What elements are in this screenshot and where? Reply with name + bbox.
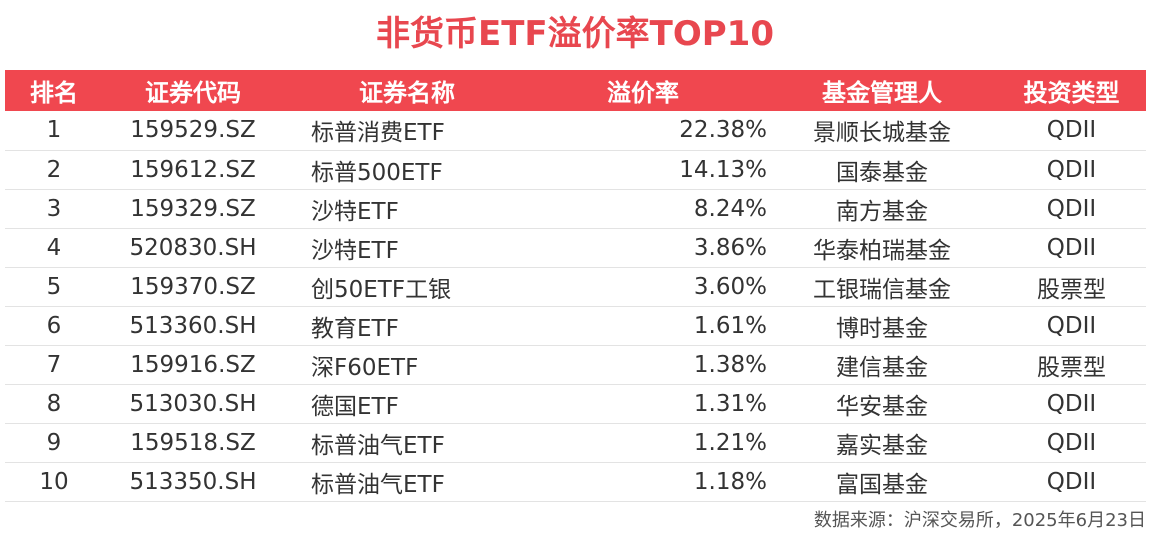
premium-table: 排名 证券代码 证券名称 溢价率 基金管理人 投资类型 1 159529.SZ 标普… <box>5 70 1146 502</box>
cell-type: QDII <box>1046 156 1097 183</box>
cell-manager: 工银瑞信基金 <box>813 276 951 303</box>
cell-manager: 国泰基金 <box>836 159 928 186</box>
cell-rank: 4 <box>46 234 62 261</box>
cell-rank: 1 <box>46 117 62 144</box>
cell-name: 标普油气ETF <box>311 432 445 459</box>
cell-premium: 3.60% <box>531 267 767 306</box>
cell-name: 标普油气ETF <box>311 471 445 498</box>
premium-value: 1.18% <box>693 468 767 495</box>
cell-rank: 3 <box>46 195 62 222</box>
cell-name: 沙特ETF <box>311 198 399 225</box>
table-row: 2 159612.SZ 标普500ETF 14.13% 国泰基金 QDII <box>5 150 1146 189</box>
cell-code: 159518.SZ <box>130 429 256 456</box>
table-row: 8 513030.SH 德国ETF 1.31% 华安基金 QDII <box>5 384 1146 423</box>
cell-premium: 8.24% <box>531 189 767 228</box>
column-header-manager: 基金管理人 <box>822 79 942 107</box>
cell-type: 股票型 <box>1037 276 1106 303</box>
premium-value: 1.38% <box>693 351 767 378</box>
table-row: 7 159916.SZ 深F60ETF 1.38% 建信基金 股票型 <box>5 345 1146 384</box>
premium-value: 8.24% <box>693 195 767 222</box>
cell-manager: 南方基金 <box>836 198 928 225</box>
cell-name: 深F60ETF <box>311 354 419 381</box>
cell-code: 513360.SH <box>129 312 257 339</box>
data-source-note: 数据来源：沪深交易所，2025年6月23日 <box>813 510 1146 531</box>
cell-manager: 嘉实基金 <box>836 432 928 459</box>
table-row: 6 513360.SH 教育ETF 1.61% 博时基金 QDII <box>5 306 1146 345</box>
cell-name: 标普500ETF <box>311 159 443 186</box>
cell-name: 沙特ETF <box>311 237 399 264</box>
cell-code: 513350.SH <box>129 468 257 495</box>
cell-premium: 22.38% <box>531 111 767 150</box>
table-header-row: 排名 证券代码 证券名称 溢价率 基金管理人 投资类型 <box>5 70 1146 111</box>
cell-type: QDII <box>1046 117 1097 144</box>
cell-code: 159529.SZ <box>130 117 256 144</box>
cell-type: QDII <box>1046 429 1097 456</box>
premium-value: 22.38% <box>679 117 767 144</box>
column-header-type: 投资类型 <box>1023 79 1120 107</box>
table-body: 1 159529.SZ 标普消费ETF 22.38% 景顺长城基金 QDII 2 159612… <box>5 111 1146 501</box>
cell-code: 159329.SZ <box>130 195 256 222</box>
cell-rank: 8 <box>46 390 62 417</box>
cell-rank: 10 <box>39 468 69 495</box>
cell-type: QDII <box>1046 390 1097 417</box>
cell-rank: 7 <box>46 351 62 378</box>
table-row: 3 159329.SZ 沙特ETF 8.24% 南方基金 QDII <box>5 189 1146 228</box>
cell-premium: 14.13% <box>531 150 767 189</box>
cell-premium: 1.21% <box>531 423 767 462</box>
cell-premium: 3.86% <box>531 228 767 267</box>
chart-title: 非货币ETF溢价率TOP10 <box>376 14 774 54</box>
cell-premium: 1.38% <box>531 345 767 384</box>
premium-value: 3.60% <box>693 273 767 300</box>
cell-premium: 1.18% <box>531 462 767 501</box>
cell-manager: 景顺长城基金 <box>813 120 951 147</box>
cell-rank: 2 <box>46 156 62 183</box>
cell-premium: 1.61% <box>531 306 767 345</box>
column-header-code: 证券代码 <box>145 79 241 107</box>
premium-value: 14.13% <box>679 156 767 183</box>
table-row: 5 159370.SZ 创50ETF工银 3.60% 工银瑞信基金 股票型 <box>5 267 1146 306</box>
table-row: 10 513350.SH 标普油气ETF 1.18% 富国基金 QDII <box>5 462 1146 501</box>
cell-name: 标普消费ETF <box>311 120 445 147</box>
cell-rank: 5 <box>46 273 62 300</box>
cell-manager: 博时基金 <box>836 315 928 342</box>
cell-manager: 华安基金 <box>836 393 928 420</box>
column-header-name: 证券名称 <box>359 79 455 107</box>
premium-value: 3.86% <box>693 234 767 261</box>
cell-manager: 华泰柏瑞基金 <box>813 237 951 264</box>
table-row: 1 159529.SZ 标普消费ETF 22.38% 景顺长城基金 QDII <box>5 111 1146 150</box>
cell-name: 德国ETF <box>311 393 399 420</box>
cell-name: 教育ETF <box>311 315 399 342</box>
cell-type: 股票型 <box>1037 354 1106 381</box>
cell-code: 159370.SZ <box>130 273 256 300</box>
cell-manager: 建信基金 <box>836 354 928 381</box>
premium-value: 1.21% <box>693 429 767 456</box>
cell-code: 520830.SH <box>129 234 257 261</box>
table-row: 4 520830.SH 沙特ETF 3.86% 华泰柏瑞基金 QDII <box>5 228 1146 267</box>
cell-premium: 1.31% <box>531 384 767 423</box>
premium-value: 1.61% <box>693 312 767 339</box>
cell-type: QDII <box>1046 312 1097 339</box>
cell-code: 159916.SZ <box>130 351 256 378</box>
premium-value: 1.31% <box>693 390 767 417</box>
cell-rank: 6 <box>46 312 62 339</box>
cell-code: 159612.SZ <box>130 156 256 183</box>
cell-name: 创50ETF工银 <box>311 276 452 303</box>
column-header-rank: 排名 <box>30 79 78 107</box>
cell-rank: 9 <box>46 429 62 456</box>
table-row: 9 159518.SZ 标普油气ETF 1.21% 嘉实基金 QDII <box>5 423 1146 462</box>
cell-manager: 富国基金 <box>836 471 928 498</box>
cell-type: QDII <box>1046 195 1097 222</box>
cell-type: QDII <box>1046 234 1097 261</box>
cell-type: QDII <box>1046 468 1097 495</box>
column-header-premium: 溢价率 <box>607 79 679 107</box>
cell-code: 513030.SH <box>129 390 257 417</box>
